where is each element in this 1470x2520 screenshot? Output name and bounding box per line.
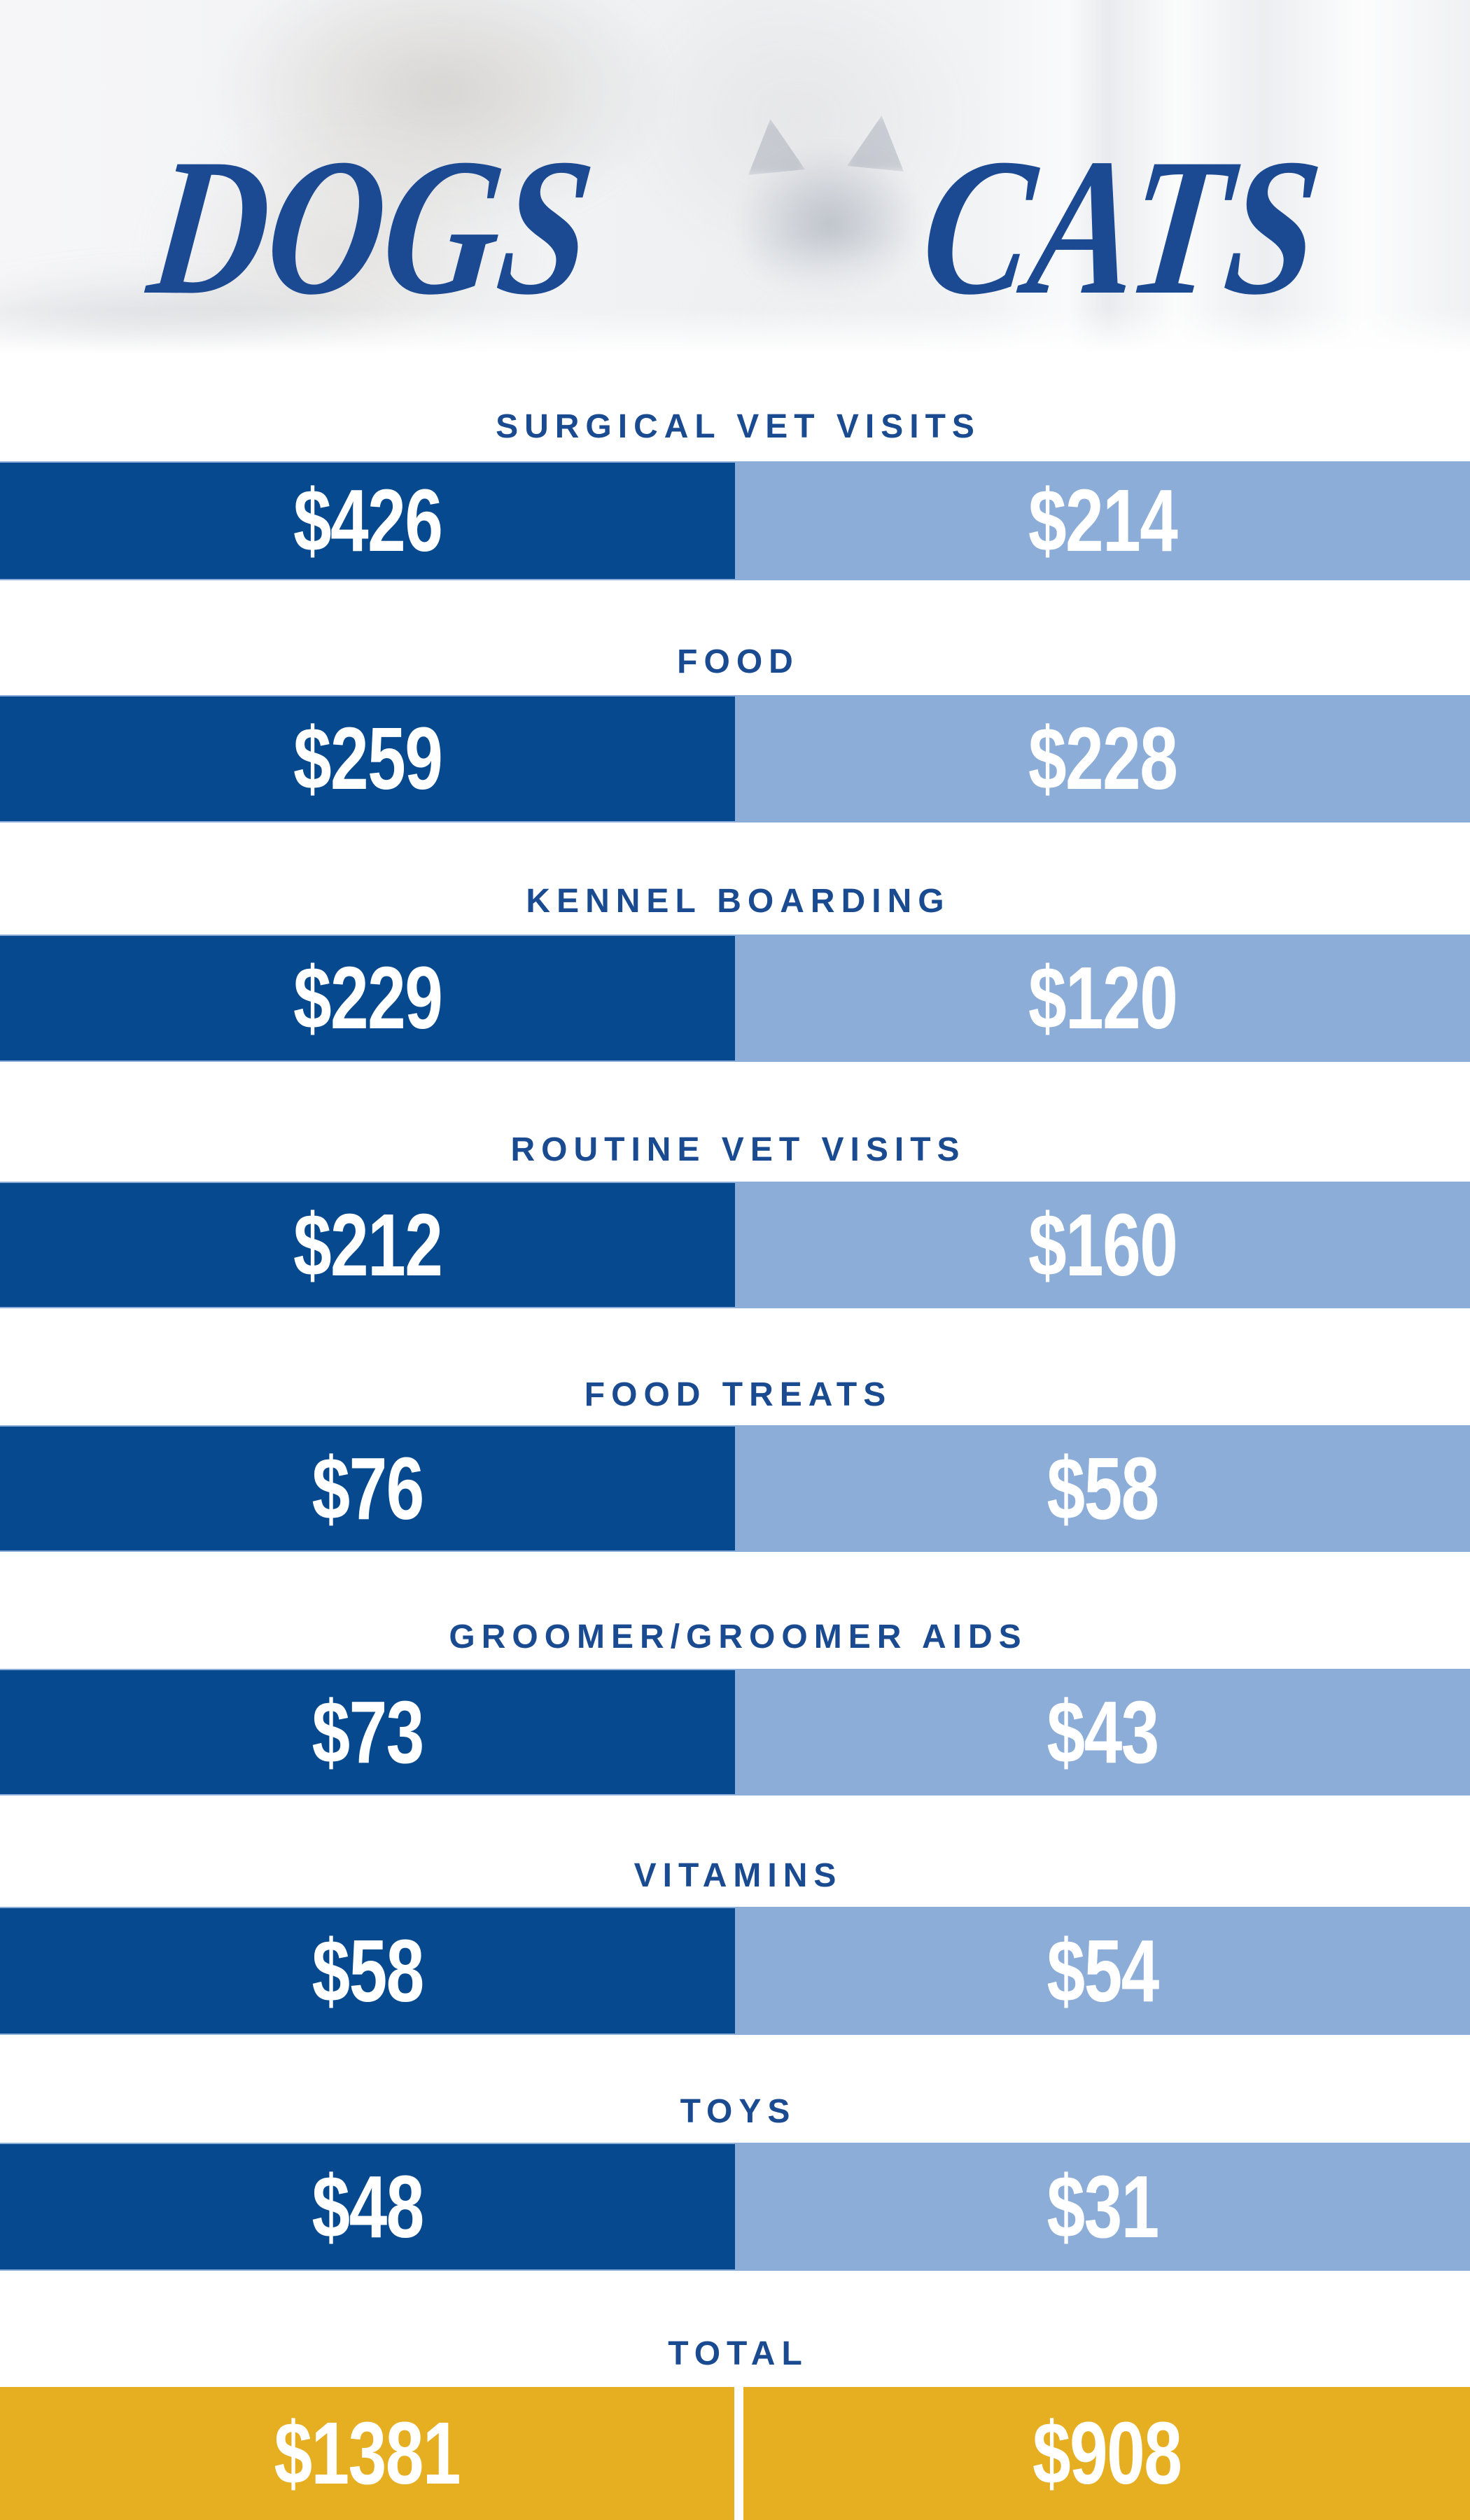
dogs-value: $426 — [293, 471, 443, 570]
category-label: VITAMINS — [634, 1857, 843, 1894]
cats-value: $214 — [1028, 471, 1178, 570]
total-cats-bar: $908 — [743, 2387, 1470, 2520]
cats-value: $120 — [1028, 948, 1178, 1047]
cats-bar: $43 — [735, 1670, 1470, 1794]
category-label: GROOMER/GROOMER AIDS — [449, 1618, 1028, 1656]
dogs-value: $58 — [312, 1921, 424, 2020]
dogs-bar: $212 — [0, 1183, 735, 1307]
cats-bar: $120 — [735, 936, 1470, 1060]
cats-bar: $31 — [735, 2144, 1470, 2269]
dogs-value: $73 — [312, 1682, 424, 1782]
dogs-value: $48 — [312, 2157, 424, 2256]
dogs-bar: $58 — [0, 1908, 735, 2033]
cats-value: $160 — [1028, 1195, 1178, 1294]
cats-value: $31 — [1046, 2157, 1159, 2256]
category-label: TOYS — [680, 2093, 797, 2130]
cats-value: $43 — [1046, 1682, 1159, 1782]
category-label: SURGICAL VET VISITS — [496, 408, 981, 445]
dogs-bar: $76 — [0, 1427, 735, 1550]
dogs-value: $212 — [293, 1195, 443, 1294]
cats-bar: $54 — [735, 1908, 1470, 2033]
dogs-bar: $229 — [0, 936, 735, 1060]
header-photo — [0, 0, 1470, 358]
dogs-title: DOGS — [140, 118, 603, 335]
total-dogs-value: $1381 — [274, 2404, 461, 2502]
cats-value: $228 — [1028, 709, 1178, 808]
dogs-bar: $259 — [0, 696, 735, 821]
category-label: KENNEL BOARDING — [526, 883, 951, 920]
cats-title: CATS — [912, 118, 1331, 335]
total-cats-value: $908 — [1032, 2404, 1182, 2502]
cats-bar: $160 — [735, 1183, 1470, 1307]
dogs-bar: $73 — [0, 1670, 735, 1794]
dogs-value: $76 — [312, 1438, 424, 1538]
window-background — [980, 0, 1470, 358]
cats-bar: $228 — [735, 696, 1470, 821]
dogs-value: $259 — [293, 709, 443, 808]
cats-value: $54 — [1046, 1921, 1159, 2020]
total-label: TOTAL — [668, 2335, 808, 2372]
cats-bar: $214 — [735, 463, 1470, 579]
cats-value: $58 — [1046, 1438, 1159, 1538]
total-dogs-bar: $1381 — [0, 2387, 734, 2520]
dogs-bar: $426 — [0, 463, 735, 579]
category-label: FOOD — [677, 643, 799, 680]
category-label: ROUTINE VET VISITS — [510, 1131, 966, 1168]
cats-bar: $58 — [735, 1427, 1470, 1550]
dogs-value: $229 — [293, 948, 443, 1047]
category-label: FOOD TREATS — [584, 1376, 892, 1413]
header-fade — [0, 309, 1470, 358]
dogs-bar: $48 — [0, 2144, 735, 2269]
